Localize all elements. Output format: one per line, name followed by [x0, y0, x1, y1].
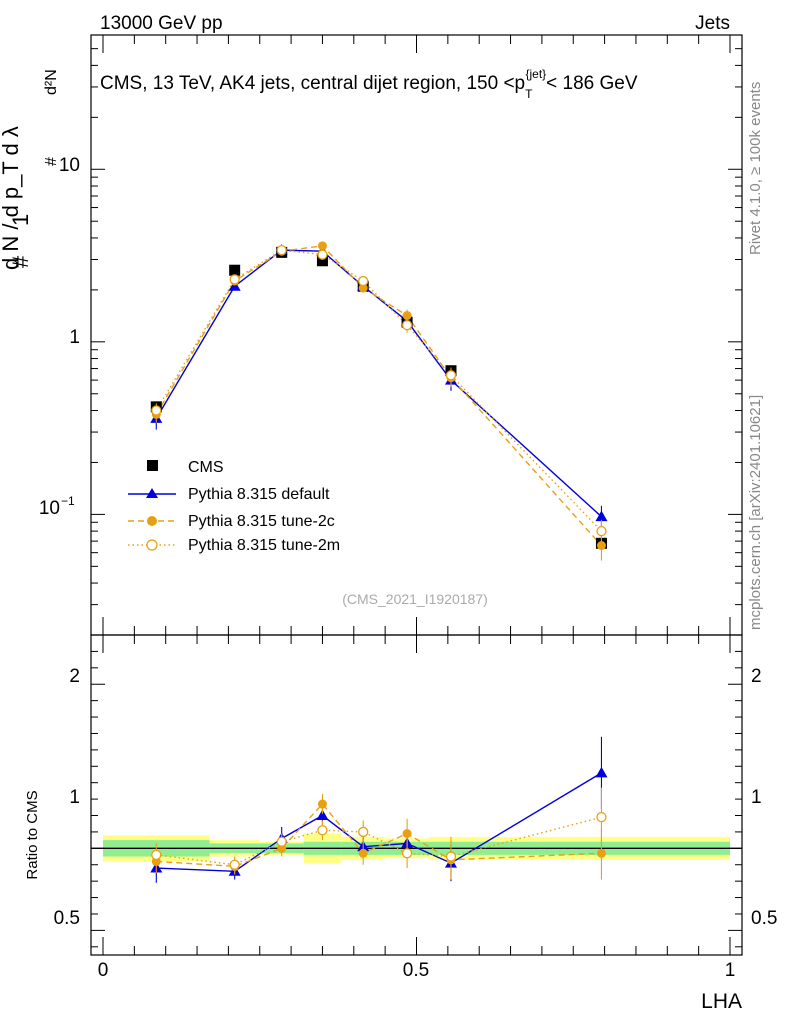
main-point-pythia-8-315-tune-2m: [276, 244, 287, 256]
legend-marker-tune2c: [147, 516, 157, 526]
ratio-tick-label-1-right: 1: [751, 787, 762, 808]
main-point-pythia-8-315-tune-2m: [229, 274, 240, 285]
plot-title-main: CMS, 13 TeV, AK4 jets, central dijet reg…: [100, 73, 525, 94]
x-tick-label-1: 1: [725, 960, 736, 981]
legend: CMS Pythia 8.315 default Pythia 8.315 tu…: [128, 459, 340, 554]
main-point-pythia-8-315-tune-2c: [402, 311, 412, 321]
main-point-pythia-8-315-tune-2m: [358, 275, 369, 287]
ratio-point-pythia-8-315-default: [316, 809, 329, 821]
ylabel-hash-2: #: [43, 157, 60, 166]
series-markers: [150, 241, 608, 883]
legend-label-cms: CMS: [188, 459, 224, 476]
legend-label-tune2m: Pythia 8.315 tune-2m: [188, 537, 340, 554]
ratio-tick-label-1-left: 1: [69, 787, 80, 808]
ylabel-one: 1: [8, 214, 33, 226]
main-point-pythia-8-315-tune-2m: [596, 525, 607, 537]
ylabel-hash-1: #: [8, 255, 33, 268]
y-tick-label-0p1-base: 10: [39, 498, 60, 519]
legend-label-default: Pythia 8.315 default: [188, 486, 330, 503]
ratio-y-axis-label: Ratio to CMS: [24, 790, 41, 879]
x-tick-label-0: 0: [98, 960, 109, 981]
ratio-point-pythia-8-315-tune-2m: [317, 825, 328, 836]
ratio-y-tick-labels: 2 1 0.5 2 1 0.5: [54, 666, 778, 929]
ratio-point-pythia-8-315-tune-2m: [358, 826, 369, 838]
legend-marker-cms: [147, 460, 158, 471]
y-axis-label-text: d N / d p_T d λ: [0, 126, 23, 270]
ratio-line-pythia-8-315-tune-2m: [156, 816, 602, 866]
rivet-label: Rivet 4.1.0, ≥ 100k events: [747, 82, 764, 255]
rivet-label-text: Rivet 4.1.0, ≥ 100k events: [747, 82, 764, 255]
main-point-cms: [229, 264, 241, 276]
plot-title: CMS, 13 TeV, AK4 jets, central dijet reg…: [100, 67, 638, 101]
ratio-y-axis-label-text: Ratio to CMS: [24, 790, 41, 879]
ratio-point-pythia-8-315-default: [595, 766, 608, 778]
legend-label-tune2c: Pythia 8.315 tune-2c: [188, 513, 335, 530]
y-tick-label-10: 10: [59, 155, 80, 176]
axis-ticks: [91, 34, 742, 955]
ratio-point-pythia-8-315-tune-2m: [445, 851, 457, 862]
mcplots-label: mcplots.cern.ch [arXiv:2401.10621]: [747, 395, 764, 630]
header-left: 13000 GeV pp: [100, 13, 223, 34]
main-point-pythia-8-315-tune-2c: [317, 241, 327, 251]
ratio-line-pythia-8-315-tune-2c: [156, 802, 602, 868]
main-point-pythia-8-315-tune-2m: [445, 370, 457, 381]
ratio-point-pythia-8-315-tune-2m: [151, 849, 162, 861]
ratio-point-pythia-8-315-tune-2m: [596, 812, 607, 823]
header-right: Jets: [695, 13, 730, 34]
ratio-plot-frame: [90, 634, 743, 956]
main-point-pythia-8-315-default: [595, 510, 608, 522]
main-line-pythia-8-315-tune-2c: [155, 245, 602, 546]
ratio-point-pythia-8-315-tune-2m: [229, 859, 240, 870]
main-point-pythia-8-315-tune-2m: [151, 405, 162, 416]
x-tick-labels: 0 0.5 1: [98, 960, 736, 981]
ratio-tick-label-05-right: 0.5: [751, 908, 777, 929]
ratio-point-pythia-8-315-tune-2m: [401, 848, 413, 859]
ratio-point-pythia-8-315-tune-2c: [596, 848, 606, 858]
main-point-pythia-8-315-tune-2c: [596, 541, 606, 551]
ratio-point-pythia-8-315-tune-2c: [402, 829, 412, 839]
ratio-point-pythia-8-315-tune-2c: [358, 848, 368, 858]
main-point-cms: [316, 255, 328, 267]
main-point-pythia-8-315-tune-2m: [401, 319, 413, 331]
main-line-pythia-8-315-tune-2m: [155, 249, 602, 532]
ratio-tick-label-2-right: 2: [751, 666, 762, 687]
legend-marker-tune2m: [146, 539, 158, 551]
mcplots-label-text: mcplots.cern.ch [arXiv:2401.10621]: [747, 395, 764, 630]
main-point-pythia-8-315-tune-2m: [317, 249, 328, 260]
analysis-watermark: (CMS_2021_I1920187): [342, 591, 488, 607]
main-y-axis-label-text-stack: # 1 # d²N: [8, 69, 60, 268]
ratio-tick-label-05-left: 0.5: [54, 908, 80, 929]
y-tick-label-0p1-exp: −1: [61, 494, 75, 508]
ratio-point-pythia-8-315-tune-2c: [317, 799, 327, 809]
ratio-tick-label-2-left: 2: [69, 666, 80, 687]
legend-marker-default: [146, 488, 158, 498]
ratio-point-pythia-8-315-tune-2m: [276, 836, 287, 847]
main-line-pythia-8-315-default: [155, 249, 602, 518]
main-point-pythia-8-315-tune-2c: [358, 283, 368, 293]
plot-title-end: < 186 GeV: [546, 73, 638, 94]
series-lines: [155, 245, 602, 873]
y-tick-label-1: 1: [69, 327, 80, 348]
x-axis-label: LHA: [701, 990, 742, 1013]
plot-title-sub: T: [525, 87, 533, 101]
main-y-tick-labels: 10 1 10 −1: [39, 155, 80, 519]
x-tick-label-05: 0.5: [403, 960, 429, 981]
ylabel-dn-top: d²N: [43, 69, 60, 95]
y-axis-label: d N / d p_T d λ: [0, 126, 23, 270]
plot-title-sup: {jet}: [525, 67, 546, 81]
